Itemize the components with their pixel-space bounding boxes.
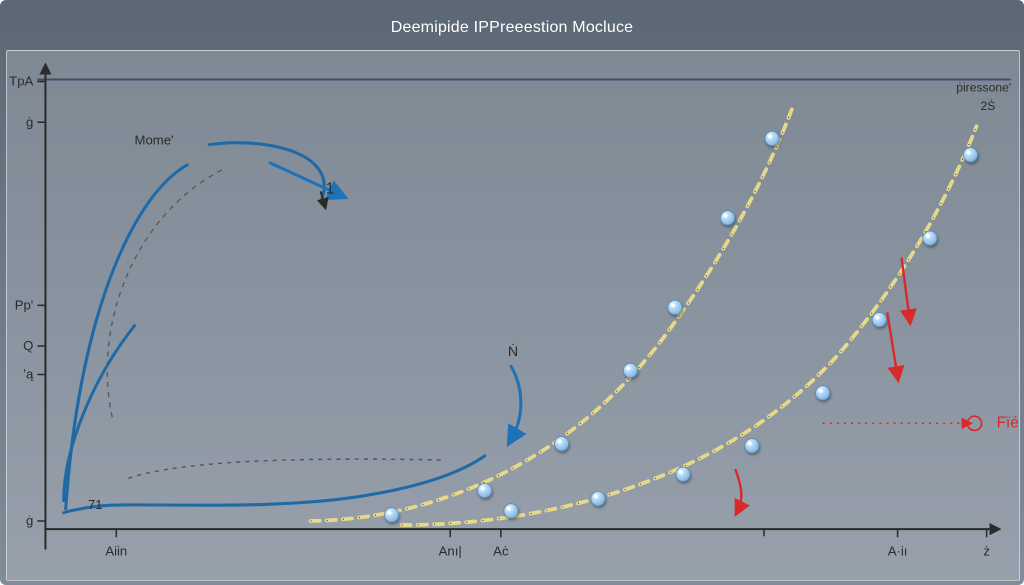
annotation-text: 2Ṡ (981, 99, 996, 113)
y-tick-label: TpA (9, 74, 33, 89)
series-b-point (504, 504, 518, 518)
mome-curve (64, 326, 135, 501)
series-a-point (554, 437, 568, 451)
annotation-text: ṗiressone' (956, 81, 1011, 95)
blue-arrow (511, 366, 521, 439)
baseline-dash (128, 459, 442, 478)
annotation-text: Mome' (135, 133, 174, 148)
series-a-point (623, 363, 637, 377)
x-tick-label: Anı| (439, 544, 462, 559)
y-tick-label: ʼą (23, 367, 34, 382)
y-tick-label: Q (23, 338, 33, 353)
series-b-point (923, 231, 937, 245)
mome-curve (209, 143, 324, 202)
series-b-point (872, 312, 886, 326)
x-tick-label: Aiin (105, 544, 127, 559)
series-a-point (720, 211, 734, 225)
y-tick-label: ġ (26, 114, 33, 129)
chart-svg: Aiin Anı| Aċ A·iı ż TpA ġ Pp' Q ʼą ġ Mome' 71 Ṅṗiress… (7, 51, 1019, 580)
window-frame: Deemipide IPPreeestion Mocluce (0, 0, 1024, 585)
annotation-text: Fïéenaıl (997, 414, 1019, 431)
series-a-point (765, 131, 779, 145)
mome-dash (107, 169, 223, 417)
annotation-text: 71 (88, 497, 103, 512)
annotation-ring (967, 416, 981, 430)
series-b-point (963, 148, 977, 162)
annotation-text: 1 (326, 180, 334, 197)
x-tick-label: A·iı (888, 544, 908, 559)
series-a-point (384, 508, 398, 522)
series-b-point (676, 467, 690, 481)
y-tick-label: ġ (26, 513, 33, 528)
header: Deemipide IPPreeestion Mocluce (6, 6, 1018, 50)
series-b-point (745, 439, 759, 453)
red-arrow (887, 313, 897, 376)
plot-area: Aiin Anı| Aċ A·iı ż TpA ġ Pp' Q ʼą ġ Mome' 71 Ṅṗiress… (6, 50, 1020, 581)
y-tick-label: Pp' (15, 297, 34, 312)
series-a-point (668, 300, 682, 314)
red-arrow (736, 470, 742, 511)
annotation-text: Ṅ (508, 342, 518, 360)
x-tick-label: ż (983, 544, 990, 559)
series-b-point (816, 386, 830, 400)
series-b-point (591, 491, 605, 505)
series-a-point (478, 483, 492, 497)
x-tick-label: Aċ (493, 544, 509, 559)
chart-title: Deemipide IPPreeestion Mocluce (391, 19, 634, 36)
